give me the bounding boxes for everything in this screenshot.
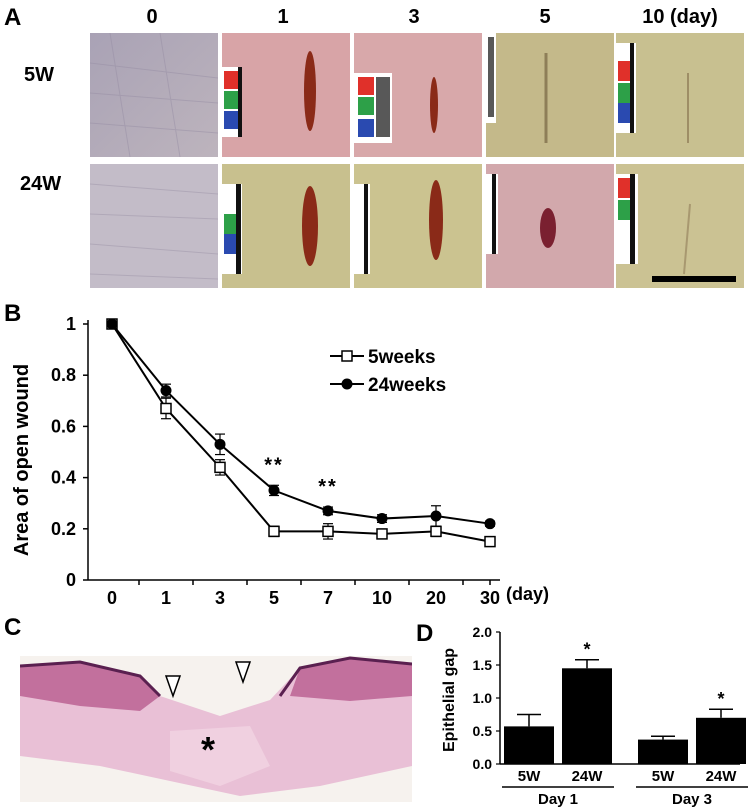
legend-label-5weeks: 5weeks [368,347,436,368]
legend-label-24weeks: 24weeks [368,375,446,396]
chart-b-x-axis-label: (day) [506,584,549,604]
data-point-5weeks [484,535,496,548]
group-label: Day 1 [538,791,578,808]
chart-b-y-tick-label: 0.6 [51,416,76,436]
bar-category-label: 24W [572,768,604,785]
chart-b-y-axis-label: Area of open wound [11,364,33,556]
wound-photo-5w-day1 [222,33,350,157]
data-point-5weeks [160,402,172,415]
chart-b-y-tick-label: 1 [66,314,76,334]
chart-d-y-tick-label: 0.0 [473,756,493,772]
bar-category-label: 24W [706,768,738,785]
group-label: Day 3 [672,791,712,808]
panel-label-b: B [4,300,22,327]
wound-photo-24w-day5 [486,164,614,288]
chart-d-y-tick-label: 2.0 [473,624,493,640]
wound-photo-24w-day3 [354,164,482,288]
chart-b-x-tick-label: 0 [107,588,117,608]
bar-category-label: 5W [652,768,675,785]
data-point-5weeks [214,461,226,474]
row-label-24w: 24W [20,173,62,195]
chart-b-x-tick-label: 1 [161,588,171,608]
histology-section-image: * [20,656,412,802]
wound-photo-5w-day3 [354,33,482,157]
chart-d-y-tick-label: 1.5 [473,657,493,673]
wound-photo-5w-day5 [486,33,614,157]
data-point-24weeks [376,513,388,525]
data-point-24weeks [268,484,280,496]
data-point-5weeks [268,525,280,538]
chart-b-x-tick-label: 5 [269,588,279,608]
chart-b-y-tick-label: 0.8 [51,365,76,385]
wound-photo-24w-day0 [90,164,218,288]
epithelial-gap-bar-chart: Epithelial gap 0.0 0.5 1.0 1.5 2.0 5W * 24W Day… [441,624,748,808]
day-label-3: 3 [408,6,420,28]
day-label-5: 5 [539,6,551,28]
chart-d-y-axis-label: Epithelial gap [441,648,458,752]
legend-marker-24weeks [341,378,353,390]
chart-b-x-tick-label: 20 [426,588,446,608]
chart-b-y-tick-label: 0 [66,570,76,590]
panel-label-a: A [4,4,22,31]
chart-b-x-tick-label: 7 [323,588,333,608]
data-point-24weeks [160,385,172,397]
open-wound-line-chart: Area of open wound 00.20.40.60.810 1 3 5 7 10… [11,314,549,608]
day-label-10: 10 (day) [642,6,718,28]
chart-b-x-tick-label: 3 [215,588,225,608]
legend-marker-5weeks [341,350,353,362]
data-point-5weeks [322,525,334,538]
chart-b-x-tick-label: 30 [480,588,500,608]
data-point-24weeks [322,505,334,517]
data-point-24weeks [106,318,118,330]
data-point-5weeks [376,528,388,540]
chart-b-x-tick-label: 10 [372,588,392,608]
row-label-5w: 5W [24,64,54,86]
chart-b-y-tick-label: 0.2 [51,519,76,539]
wound-photo-5w-day0 [90,33,218,157]
day-label-1: 1 [277,6,289,28]
wound-photo-5w-day10 [616,33,744,157]
panel-label-d: D [416,620,434,647]
day-label-0: 0 [146,6,158,28]
wound-photo-24w-day10 [616,164,744,288]
scale-bar [652,276,736,282]
data-point-24weeks [214,438,226,450]
bar-5W-0 [504,726,554,764]
data-point-24weeks [484,518,496,530]
chart-d-y-tick-label: 1.0 [473,690,493,706]
bar-significance: * [717,689,724,709]
bar-24W-1 [696,717,746,764]
chart-d-y-tick-label: 0.5 [473,723,493,739]
significance-marker: ** [264,454,284,476]
wound-asterisk: * [201,729,215,770]
data-point-24weeks [430,510,442,522]
series-line-5weeks [111,323,491,543]
series-line-24weeks [111,323,491,525]
wound-photo-24w-day1 [222,164,350,288]
bar-24W-0 [562,668,612,764]
chart-b-y-tick-label: 0.4 [51,468,76,488]
significance-marker: ** [318,476,338,498]
data-point-5weeks [430,525,442,538]
panel-label-c: C [4,614,22,641]
bar-significance: * [583,640,590,660]
bar-5W-1 [638,739,688,764]
bar-category-label: 5W [518,768,541,785]
